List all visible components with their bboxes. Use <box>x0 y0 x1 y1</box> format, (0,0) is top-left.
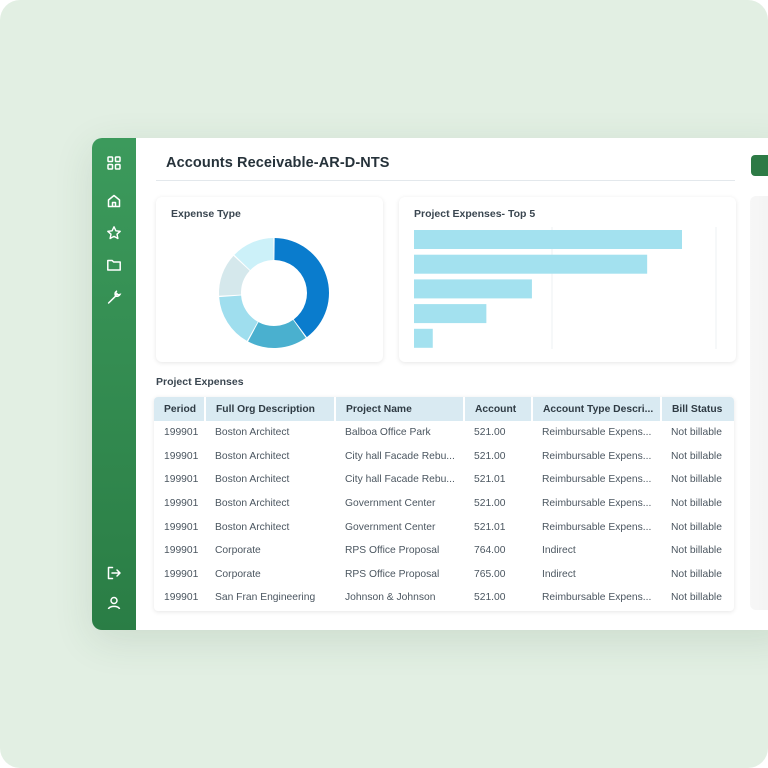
col-bill-status-cell: Not billable <box>671 521 722 533</box>
col-full-org-description-cell: San Fran Engineering <box>215 592 316 604</box>
col-project-name-cell: Government Center <box>345 521 436 533</box>
app-window: Accounts Receivable-AR-D-NTS Expense Typ… <box>92 138 768 630</box>
table-row[interactable]: 199901 Boston Architect City hall Facade R… <box>154 468 734 492</box>
donut-slice[interactable] <box>219 255 250 296</box>
col-full-org-description-header[interactable]: Full Org Description <box>205 397 336 421</box>
star-icon[interactable] <box>106 225 122 241</box>
col-account-cell: 521.01 <box>474 521 506 533</box>
table-header-row: Period Full Org Description Project Name Ac… <box>154 397 734 421</box>
col-full-org-description-cell: Boston Architect <box>215 427 290 439</box>
col-project-name-cell: RPS Office Proposal <box>345 568 440 580</box>
side-panel <box>750 196 768 610</box>
col-project-name-cell: Johnson & Johnson <box>345 592 436 604</box>
col-account-cell: 521.01 <box>474 474 506 486</box>
donut-slice[interactable] <box>234 238 274 271</box>
table-row[interactable]: 199901 Boston Architect City hall Facade R… <box>154 445 734 469</box>
col-project-name-cell: City hall Facade Rebu... <box>345 474 455 486</box>
col-bill-status-cell: Not billable <box>671 545 722 557</box>
user-icon[interactable] <box>106 595 122 611</box>
table-row[interactable]: 199901 Boston Architect Government Center 5… <box>154 515 734 539</box>
col-account-type-description-cell: Indirect <box>542 545 576 557</box>
donut-slice[interactable] <box>274 238 329 338</box>
donut-slice[interactable] <box>248 319 306 348</box>
project-expenses-table: Period Full Org Description Project Name Ac… <box>154 397 734 611</box>
col-project-name-cell: RPS Office Proposal <box>345 545 440 557</box>
col-full-org-description-cell: Boston Architect <box>215 521 290 533</box>
col-full-org-description-cell: Boston Architect <box>215 498 290 510</box>
col-project-name-cell: City hall Facade Rebu... <box>345 450 455 462</box>
bar[interactable] <box>414 230 682 249</box>
col-period-cell: 199901 <box>164 474 199 486</box>
col-account-type-description-cell: Indirect <box>542 568 576 580</box>
expense-type-card: Expense Type <box>156 197 383 362</box>
logout-icon[interactable] <box>106 565 122 581</box>
col-bill-status-cell: Not billable <box>671 427 722 439</box>
col-account-cell: 765.00 <box>474 568 506 580</box>
table-body: 199901 Boston Architect Balboa Office Park… <box>154 421 734 610</box>
col-period-header[interactable]: Period <box>154 397 206 421</box>
table-row[interactable]: 199901 Corporate RPS Office Proposal 764.00… <box>154 539 734 563</box>
col-project-name-cell: Balboa Office Park <box>345 427 431 439</box>
title-divider <box>156 180 735 181</box>
col-full-org-description-cell: Boston Architect <box>215 474 290 486</box>
col-account-type-description-cell: Reimbursable Expens... <box>542 474 652 486</box>
col-period-cell: 199901 <box>164 545 199 557</box>
project-expenses-top5-title: Project Expenses- Top 5 <box>414 208 536 220</box>
col-account-cell: 521.00 <box>474 592 506 604</box>
col-bill-status-cell: Not billable <box>671 498 722 510</box>
main-content: Accounts Receivable-AR-D-NTS Expense Typ… <box>136 138 768 630</box>
bar[interactable] <box>414 328 433 348</box>
col-full-org-description-cell: Corporate <box>215 568 261 580</box>
donut-slice[interactable] <box>219 295 258 341</box>
table-row[interactable]: 199901 Corporate RPS Office Proposal 765.00… <box>154 563 734 587</box>
table-row[interactable]: 199901 San Fran Engineering Johnson & John… <box>154 586 734 610</box>
expense-type-title: Expense Type <box>171 208 241 220</box>
col-account-type-description-cell: Reimbursable Expens... <box>542 450 652 462</box>
project-expenses-top5-card: Project Expenses- Top 5 <box>399 197 736 362</box>
col-period-cell: 199901 <box>164 498 199 510</box>
expense-type-donut-chart <box>219 238 329 348</box>
col-account-type-description-cell: Reimbursable Expens... <box>542 592 652 604</box>
sidebar <box>92 138 136 630</box>
col-account-type-description-cell: Reimbursable Expens... <box>542 498 652 510</box>
col-period-cell: 199901 <box>164 427 199 439</box>
bar[interactable] <box>414 304 487 324</box>
home-icon[interactable] <box>106 193 122 209</box>
wrench-icon[interactable] <box>106 289 122 305</box>
col-bill-status-cell: Not billable <box>671 450 722 462</box>
header-action-button[interactable] <box>751 155 768 176</box>
col-account-cell: 764.00 <box>474 545 506 557</box>
col-account-cell: 521.00 <box>474 450 506 462</box>
col-project-name-header[interactable]: Project Name <box>335 397 465 421</box>
col-account-cell: 521.00 <box>474 427 506 439</box>
col-account-type-description-cell: Reimbursable Expens... <box>542 521 652 533</box>
bar[interactable] <box>414 279 532 299</box>
col-period-cell: 199901 <box>164 592 199 604</box>
col-project-name-cell: Government Center <box>345 498 436 510</box>
table-row[interactable]: 199901 Boston Architect Balboa Office Park… <box>154 421 734 445</box>
project-expenses-bar-chart <box>414 227 717 349</box>
col-full-org-description-cell: Corporate <box>215 545 261 557</box>
page-title: Accounts Receivable-AR-D-NTS <box>166 155 390 171</box>
col-period-cell: 199901 <box>164 568 199 580</box>
col-account-cell: 521.00 <box>474 498 506 510</box>
project-expenses-heading: Project Expenses <box>156 376 244 388</box>
col-bill-status-header[interactable]: Bill Status <box>661 397 734 421</box>
table-row[interactable]: 199901 Boston Architect Government Center 5… <box>154 492 734 516</box>
col-period-cell: 199901 <box>164 521 199 533</box>
col-account-type-description-cell: Reimbursable Expens... <box>542 427 652 439</box>
col-account-type-description-header[interactable]: Account Type Descri... <box>532 397 662 421</box>
col-bill-status-cell: Not billable <box>671 474 722 486</box>
col-period-cell: 199901 <box>164 450 199 462</box>
bar[interactable] <box>414 254 648 274</box>
col-bill-status-cell: Not billable <box>671 592 722 604</box>
col-bill-status-cell: Not billable <box>671 568 722 580</box>
folder-icon[interactable] <box>106 257 122 273</box>
col-full-org-description-cell: Boston Architect <box>215 450 290 462</box>
grid-icon[interactable] <box>106 155 122 171</box>
col-account-header[interactable]: Account <box>464 397 533 421</box>
